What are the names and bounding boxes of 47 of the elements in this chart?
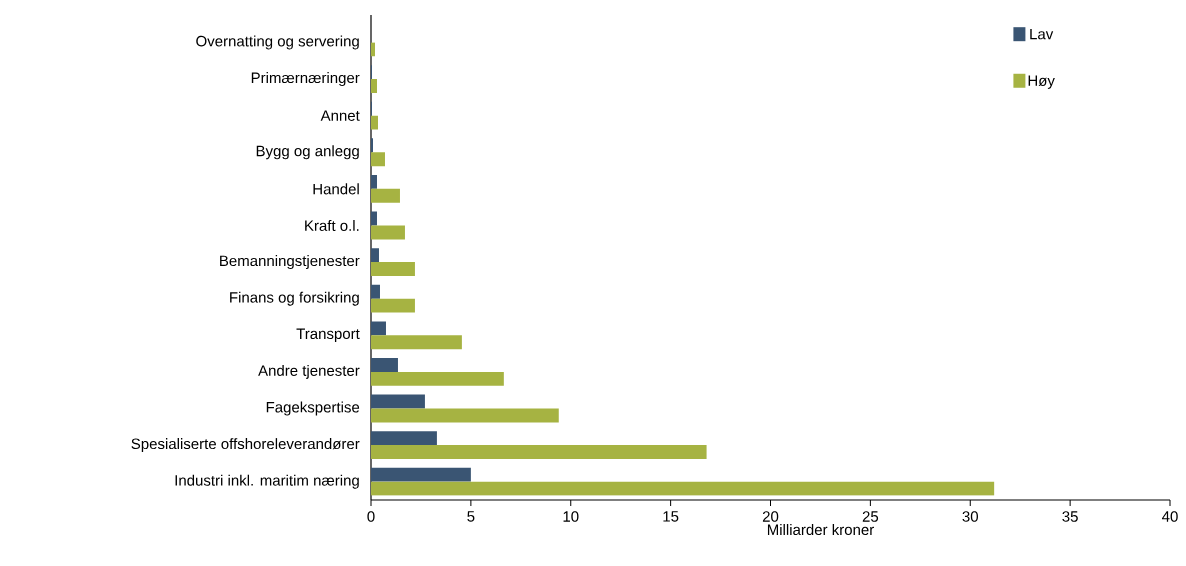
y-tick-label: Transport: [296, 328, 360, 342]
y-tick-label: Bygg og anlegg: [256, 145, 359, 160]
bar: [371, 371, 504, 386]
bar: [371, 262, 415, 276]
x-tick-label: 5: [467, 511, 475, 522]
bar: [371, 467, 471, 482]
bar: [371, 152, 385, 167]
y-tick-label: Andre tjenester: [258, 364, 360, 379]
bar: [371, 431, 437, 446]
bar: [371, 445, 707, 460]
y-tick-label: Finans og forsikring: [230, 291, 359, 306]
y-tick-label: Overnatting og servering: [196, 35, 359, 50]
bar: [371, 481, 995, 496]
x-tick-label: 0: [367, 511, 375, 522]
bar: [371, 394, 425, 409]
x-tick-label: 25: [862, 511, 879, 522]
x-tick-label: 30: [962, 511, 978, 522]
x-tick-label: 15: [663, 511, 679, 522]
bar: [371, 335, 462, 350]
x-tick-label: 40: [1162, 511, 1178, 522]
bar: [371, 174, 377, 189]
bar: [371, 188, 400, 203]
bar: [371, 225, 405, 240]
y-tick-label: Annet: [320, 110, 360, 121]
bar: [371, 248, 379, 263]
y-tick-label: Spesialiserte offshoreleverandører: [131, 438, 360, 453]
y-tick-label: Primærnæringer: [251, 72, 360, 87]
y-tick-label: Handel: [313, 183, 359, 195]
bar: [371, 115, 378, 130]
bar: [371, 211, 377, 226]
bar: [371, 321, 386, 336]
y-tick-label: Kraft o.l.: [305, 219, 359, 231]
bar: [371, 42, 375, 57]
bar: [371, 79, 377, 93]
x-tick-label: 20: [762, 511, 779, 522]
bar: [371, 298, 415, 313]
x-tick-label: 10: [563, 511, 579, 522]
y-tick-label: Fagekspertise: [266, 401, 360, 416]
legend-label: Lav: [1030, 28, 1054, 40]
bar: [371, 284, 380, 299]
x-tick-label: 35: [1062, 511, 1078, 522]
bar: [371, 357, 398, 372]
y-tick-label: Industri inkl. maritim næring: [175, 474, 359, 489]
y-tick-label: Bemanningstjenester: [220, 255, 360, 270]
x-axis-title: Milliarder kroner: [767, 524, 874, 536]
bar: [371, 408, 559, 423]
legend-label: Høy: [1028, 75, 1055, 89]
